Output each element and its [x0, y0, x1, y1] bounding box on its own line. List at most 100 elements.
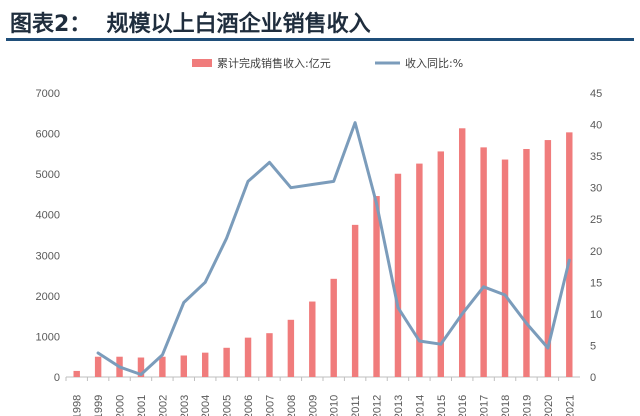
x-tick-label: 2009: [307, 395, 319, 416]
y-left-tick-label: 2000: [36, 291, 60, 303]
y-right-tick-label: 30: [590, 183, 602, 195]
figure-title-text: 规模以上白酒企业销售收入: [106, 12, 371, 37]
x-tick-label: 2018: [500, 395, 512, 416]
y-left-tick-label: 3000: [36, 250, 60, 262]
x-tick-label: 2019: [521, 395, 533, 416]
bar: [480, 147, 487, 377]
line-point: [503, 293, 507, 297]
x-tick-label: 2004: [200, 395, 212, 416]
x-tick-label: 2001: [136, 395, 148, 416]
bar: [351, 224, 359, 377]
legend-label-bar: 累计完成销售收入:亿元: [217, 56, 331, 70]
x-tick-label: 2015: [436, 395, 448, 416]
line-point: [311, 183, 314, 186]
x-tick-label: 2017: [479, 395, 491, 416]
line-point: [204, 281, 207, 284]
line-point: [118, 365, 121, 369]
y-left-tick-label: 7000: [36, 88, 60, 100]
figure-title: 图表2： 规模以上白酒企业销售收入: [10, 6, 371, 38]
x-tick-label: 2014: [414, 395, 426, 416]
x-tick-label: 2006: [243, 395, 255, 416]
line-point: [353, 121, 357, 124]
bar: [94, 356, 102, 377]
line-series: [96, 121, 571, 376]
x-tick-label: 2003: [179, 395, 191, 416]
bar: [523, 148, 530, 377]
bar: [373, 196, 380, 377]
chart-axes: 0 1000 2000 3000 4000 5000 6000 7000 0 5 10 15 20 25 3…: [36, 88, 603, 416]
bar: [501, 159, 509, 377]
line-point: [439, 342, 442, 346]
bar: [137, 357, 145, 377]
x-tick-label: 2005: [222, 395, 234, 416]
line-point: [461, 312, 464, 316]
line-point: [182, 301, 185, 304]
bar-series: [73, 128, 573, 377]
y-right-tick-label: 5: [590, 340, 596, 352]
bar: [180, 355, 188, 377]
y-right-tick-label: 10: [590, 309, 602, 321]
bar: [159, 356, 166, 377]
bar: [223, 347, 230, 377]
figure-label: 图表2：: [10, 12, 92, 37]
x-tick-label: 2007: [264, 395, 276, 416]
title-underline: [6, 38, 634, 41]
legend-swatch-bar: [192, 59, 212, 67]
line-point: [139, 373, 143, 376]
line-point: [289, 186, 293, 189]
bar: [73, 370, 80, 377]
x-tick-label: 2010: [329, 395, 341, 416]
x-tick-label: 2013: [393, 395, 405, 416]
x-tick-label: 1998: [72, 395, 84, 416]
x-tick-label: 2011: [350, 395, 362, 416]
bar: [287, 319, 295, 377]
line-point: [225, 236, 228, 240]
line-point: [161, 353, 164, 357]
line-point: [418, 339, 421, 343]
y-left-tick-label: 5000: [36, 169, 60, 181]
line-point: [268, 161, 271, 164]
bar: [266, 333, 273, 377]
line-point: [568, 259, 571, 262]
line-point: [246, 180, 250, 183]
line-point: [396, 306, 400, 309]
bar: [458, 128, 466, 377]
y-left-tick-label: 4000: [36, 210, 60, 222]
x-tick-label: 2002: [157, 395, 169, 416]
y-right-tick-label: 20: [590, 246, 602, 258]
line-point: [96, 351, 100, 355]
y-right-tick-label: 40: [590, 120, 602, 132]
figure-header: 图表2： 规模以上白酒企业销售收入: [0, 0, 640, 46]
x-tick-label: 2012: [372, 395, 384, 416]
x-tick-label: 2008: [286, 395, 298, 416]
bar: [544, 140, 552, 377]
bar: [309, 301, 316, 377]
bar: [437, 151, 445, 377]
bar: [416, 163, 423, 377]
y-right-tick-label: 15: [590, 277, 602, 289]
bar: [201, 352, 209, 377]
bar: [566, 132, 573, 377]
y-left-tick-label: 0: [54, 372, 60, 384]
y-right-tick-label: 35: [590, 151, 602, 163]
bar-line-chart: 累计完成销售收入:亿元 收入同比:% 0 1000 2000 3000 4000 5000…: [36, 56, 603, 416]
bar: [394, 173, 402, 377]
legend-label-line: 收入同比:%: [405, 56, 463, 70]
x-tick-label: 2016: [457, 395, 469, 416]
x-tick-label: 1999: [93, 395, 105, 416]
x-tick-label: 2000: [115, 395, 127, 416]
y-left-tick-label: 6000: [36, 129, 60, 141]
y-right-tick-label: 0: [590, 372, 596, 384]
y-right-tick-label: 45: [590, 88, 602, 100]
line-point: [375, 202, 378, 205]
bar: [330, 278, 337, 377]
y-left-tick-label: 1000: [36, 331, 60, 343]
line-point: [546, 346, 550, 350]
line-point: [332, 180, 335, 183]
chart-legend: 累计完成销售收入:亿元 收入同比:%: [192, 56, 463, 70]
x-tick-label: 2020: [543, 395, 555, 416]
line-point: [482, 285, 485, 288]
bar: [244, 337, 252, 377]
line-point: [525, 322, 528, 325]
x-tick-label: 2021: [564, 395, 576, 416]
